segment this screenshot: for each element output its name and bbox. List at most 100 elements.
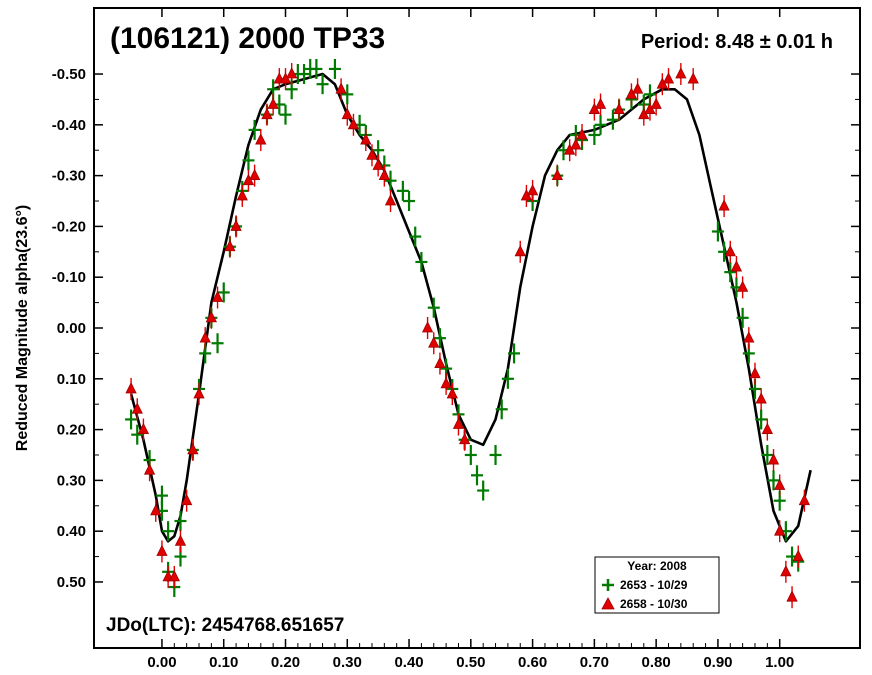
triangle-marker: [286, 63, 298, 86]
triangle-shape: [248, 168, 261, 181]
legend-box: [594, 556, 720, 614]
x-tick-label: 0.20: [271, 654, 300, 671]
plus-marker: [508, 343, 521, 364]
triangle-marker: [798, 489, 811, 512]
triangle-shape: [428, 336, 440, 348]
triangle-marker: [736, 276, 749, 299]
x-tick-label: 0.90: [703, 654, 732, 671]
triangle-shape: [631, 82, 644, 94]
plus-marker: [403, 191, 416, 212]
triangle-shape: [613, 102, 625, 114]
plus-marker: [755, 409, 768, 430]
plus-marker: [495, 399, 508, 420]
triangle-shape: [187, 443, 199, 455]
triangle-marker: [774, 520, 786, 543]
triangle-shape: [576, 128, 588, 140]
triangle-marker: [650, 93, 662, 116]
triangle-marker: [199, 327, 211, 350]
plus-marker: [724, 262, 737, 283]
triangle-shape: [255, 133, 267, 145]
triangle-shape: [224, 239, 236, 252]
triangle-marker: [143, 459, 156, 482]
triangle-marker: [131, 398, 143, 421]
triangle-shape: [594, 97, 607, 109]
triangle-shape: [551, 168, 563, 181]
triangle-marker: [458, 428, 471, 451]
triangle-shape: [458, 432, 471, 445]
triangle-shape: [786, 590, 798, 602]
triangle-shape: [774, 478, 786, 490]
plus-marker: [211, 333, 224, 354]
triangle-shape: [193, 387, 205, 399]
triangle-marker: [743, 327, 755, 350]
triangle-shape: [125, 382, 137, 394]
y-tick-label: -0.10: [52, 269, 86, 286]
triangle-marker: [774, 474, 786, 497]
legend-marker-plus: [602, 579, 614, 591]
triangle-marker: [675, 63, 687, 86]
triangle-marker: [366, 144, 378, 167]
triangle-marker: [631, 78, 644, 101]
triangle-marker: [724, 240, 736, 263]
triangle-marker: [434, 352, 446, 375]
triangle-marker: [187, 438, 199, 461]
triangle-shape: [230, 219, 242, 231]
triangle-shape: [347, 117, 360, 130]
triangle-marker: [378, 164, 390, 187]
plus-marker: [433, 328, 446, 349]
plus-marker: [606, 109, 619, 130]
triangle-marker: [446, 383, 458, 406]
triangle-marker: [428, 332, 440, 355]
triangle-marker: [267, 93, 279, 116]
triangle-shape: [724, 244, 736, 257]
triangle-shape: [780, 564, 792, 577]
plus-marker: [217, 282, 230, 303]
triangle-marker: [514, 240, 526, 263]
triangle-shape: [526, 183, 539, 196]
triangle-marker: [193, 383, 205, 406]
triangle-shape: [150, 503, 162, 516]
triangle-marker: [755, 388, 767, 411]
x-tick-label: 0.80: [642, 654, 671, 671]
triangle-marker: [236, 184, 248, 207]
plus-marker: [131, 424, 144, 445]
y-tick-label: -0.20: [52, 218, 86, 235]
y-tick-label: 0.00: [57, 320, 86, 337]
x-tick-label: 0.00: [147, 654, 176, 671]
plus-marker: [396, 180, 409, 201]
triangle-marker: [335, 78, 347, 101]
y-tick-label: -0.50: [52, 66, 86, 83]
triangle-shape: [137, 422, 150, 434]
plus-marker: [767, 470, 780, 491]
triangle-marker: [384, 190, 397, 213]
triangle-shape: [143, 463, 156, 475]
triangle-marker: [341, 103, 353, 126]
triangle-shape: [767, 453, 780, 465]
triangle-marker: [168, 565, 180, 588]
triangle-marker: [718, 195, 730, 218]
triangle-shape: [131, 402, 143, 414]
plus-marker: [125, 409, 138, 430]
triangle-marker: [181, 489, 193, 512]
triangle-marker: [347, 113, 360, 136]
triangle-shape: [366, 148, 378, 160]
plus-marker: [409, 226, 422, 247]
triangle-shape: [650, 97, 662, 109]
triangle-marker: [137, 418, 150, 441]
x-tick-label: 0.60: [518, 654, 547, 671]
triangle-marker: [786, 586, 798, 609]
x-tick-label: 0.10: [209, 654, 238, 671]
triangle-marker: [156, 540, 168, 563]
plus-marker: [489, 444, 502, 465]
legend: Year: 2008 2653 - 10/29 2658 - 10/30: [594, 556, 720, 614]
triangle-marker: [125, 377, 137, 400]
triangle-shape: [774, 524, 786, 536]
legend-marker-triangle: [601, 597, 615, 610]
triangle-shape: [570, 138, 582, 150]
triangle-marker: [372, 154, 384, 177]
y-tick-label: 0.50: [57, 574, 86, 591]
plus-marker: [594, 114, 607, 135]
triangle-marker: [687, 68, 699, 91]
plus-marker: [588, 124, 601, 145]
triangle-shape: [761, 422, 773, 434]
